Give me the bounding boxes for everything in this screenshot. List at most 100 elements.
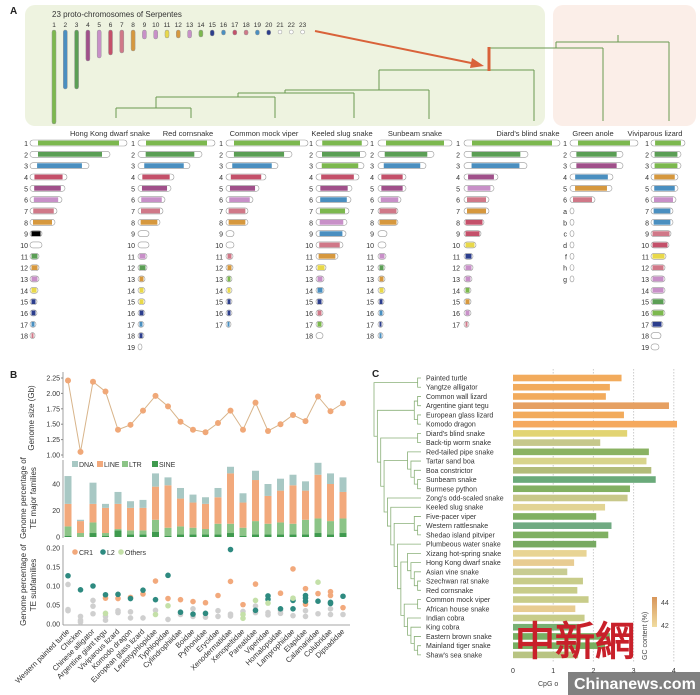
scatter-point xyxy=(152,607,159,614)
proto-chromosome xyxy=(51,29,57,125)
scatter-point-cr1 xyxy=(202,599,209,606)
chromosome-segment xyxy=(652,276,664,282)
chromosome-label: 6 xyxy=(563,198,567,205)
chromosome-segment xyxy=(317,299,322,305)
chromosome-label: 8 xyxy=(219,220,223,227)
chromosome-label: 8 xyxy=(645,220,649,227)
scatter-point-l2 xyxy=(252,607,259,614)
chromosome-label: 8 xyxy=(309,220,313,227)
chromosome-label: 2 xyxy=(24,152,28,159)
chromosome-label: 13 xyxy=(215,277,223,284)
chromosome-label: 4 xyxy=(309,175,313,182)
bar-sine xyxy=(277,534,284,537)
proto-number: 11 xyxy=(164,22,171,29)
b-axes xyxy=(62,372,350,626)
bar-line xyxy=(314,474,322,519)
chromosome-label: g xyxy=(563,277,567,284)
species-label: Keeled slug snake xyxy=(426,505,483,512)
species-label: European glass lizard xyxy=(426,412,493,419)
te-sub-tick: 0.10 xyxy=(46,584,60,591)
chromosome-segment xyxy=(34,174,63,180)
species-name: Sunbeam snake xyxy=(388,129,442,138)
chromosome-label: 3 xyxy=(563,164,567,171)
genome-size-point xyxy=(240,426,246,433)
bar-sine xyxy=(339,533,347,537)
te-sub-tick: 0.15 xyxy=(46,565,60,572)
tree-branch xyxy=(417,479,421,490)
chromosome-label: 16 xyxy=(215,311,223,318)
species-label: Tartar sand boa xyxy=(426,459,475,466)
phylogeny-a xyxy=(115,35,670,121)
chromosome-segment xyxy=(322,140,362,146)
chromosome-label: 10 xyxy=(20,243,28,250)
chromosome-label: d xyxy=(563,243,567,250)
chromosome-label: 1 xyxy=(645,141,649,148)
te-sub-axis-title-2: TE subfamilies xyxy=(29,559,38,611)
chromosome-label: 12 xyxy=(641,266,649,273)
chromosome-segment xyxy=(576,163,617,169)
scatter-point-cr1 xyxy=(315,590,321,597)
scatter-point-l2 xyxy=(227,546,234,553)
chromosome-label: c xyxy=(564,232,568,239)
bar-dna xyxy=(227,466,234,474)
scatter-point xyxy=(140,615,146,621)
proto-chromosome xyxy=(164,29,170,39)
bar-ltr xyxy=(177,526,184,535)
chromosome-label: 15 xyxy=(641,300,649,307)
scatter-point-l2 xyxy=(90,583,96,589)
species-label: Plumbeous water snake xyxy=(426,542,501,549)
bar-sine xyxy=(289,534,297,537)
scatter-point-others xyxy=(315,579,321,585)
chromosome-outline xyxy=(137,241,150,249)
chromosome-label: 12 xyxy=(20,266,28,273)
snake-background xyxy=(25,5,545,126)
chromosome-label: 11 xyxy=(306,254,313,261)
scatter-point-l2 xyxy=(302,598,309,604)
chromosome-segment xyxy=(379,310,383,316)
chromosome-segment xyxy=(31,321,35,327)
scatter-point xyxy=(90,597,96,604)
chromosome-label: 2 xyxy=(370,152,374,159)
genome-size-point xyxy=(202,429,209,436)
chromosome-label: 10 xyxy=(215,243,223,250)
chromosome-label: 2 xyxy=(219,152,223,159)
chromosome-label: 1 xyxy=(131,141,135,148)
species-label: Shedao island pitviper xyxy=(426,532,496,539)
tree-branch xyxy=(417,645,421,656)
chromosome-label: 18 xyxy=(127,334,135,341)
proto-chromosome xyxy=(142,29,147,40)
bar-ltr xyxy=(339,518,347,534)
c-x-tick: 3 xyxy=(632,668,636,675)
chromosome-segment xyxy=(654,163,678,169)
chromosome-label: 3 xyxy=(645,164,649,171)
te-major-tick: 20 xyxy=(52,508,60,515)
chromosome-segment xyxy=(33,219,52,225)
genome-size-point xyxy=(115,426,121,433)
chromosome-label: 14 xyxy=(127,288,135,295)
scatter-point xyxy=(127,609,134,615)
proto-number: 20 xyxy=(265,22,273,29)
bar-ltr xyxy=(164,527,172,536)
species-label: Burmese python xyxy=(426,486,477,493)
chromosome-label: 13 xyxy=(366,277,374,284)
chromosome-label: 15 xyxy=(20,300,28,307)
chromosome-label: 12 xyxy=(305,266,313,273)
chromosome-segment xyxy=(37,163,82,169)
proto-number: 17 xyxy=(231,22,239,29)
cpg-bar xyxy=(513,503,606,511)
chromosome-outline xyxy=(569,275,575,283)
bar-dna xyxy=(239,493,247,503)
chromosome-segment xyxy=(652,265,664,271)
chromosome-segment xyxy=(379,299,383,305)
genome-size-point xyxy=(327,408,334,415)
bar-dna xyxy=(339,477,347,492)
cpg-bar xyxy=(513,614,585,622)
genome-size-point xyxy=(315,393,321,400)
proto-chromosome xyxy=(266,29,271,36)
chromosome-segment xyxy=(139,253,146,259)
chromosome-segment xyxy=(31,265,38,271)
proto-number: 1 xyxy=(52,22,56,29)
legend-label-line: LINE xyxy=(104,462,120,469)
genome-size-tick: 1.50 xyxy=(46,422,60,429)
